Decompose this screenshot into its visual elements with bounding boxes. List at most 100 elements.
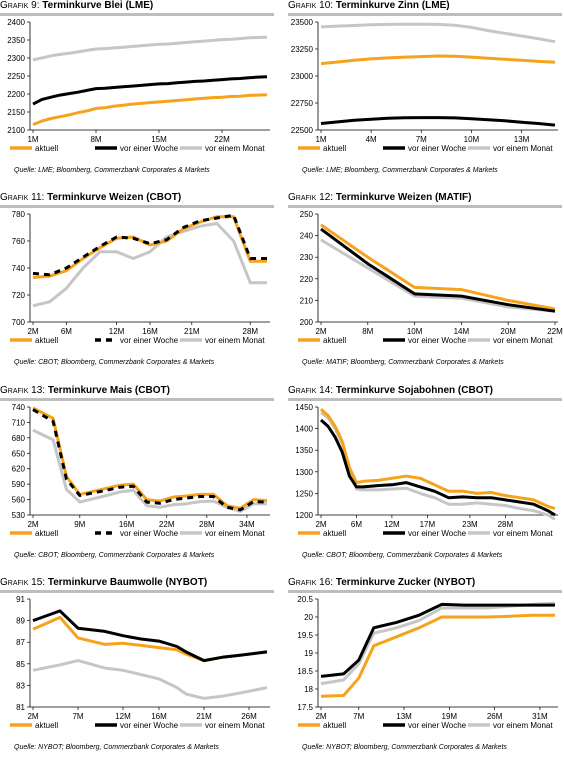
y-tick-label: 530 [12, 511, 26, 520]
x-tick-label: 22M [214, 135, 230, 144]
x-tick-label: 34M [239, 520, 255, 529]
y-tick-label: 230 [300, 253, 314, 262]
legend-label: aktuell [323, 336, 346, 345]
y-tick-label: 590 [12, 480, 26, 489]
figure-number: Grafik 10: [288, 0, 334, 11]
x-tick-label: 12M [115, 712, 131, 721]
chart-panel: Grafik 14: Terminkurve Sojabohnen (CBOT)… [288, 385, 562, 573]
legend-label: aktuell [35, 144, 58, 153]
x-tick-label: 7M [353, 712, 364, 721]
series-line-woche [32, 75, 268, 106]
y-tick-label: 18 [304, 685, 313, 694]
legend-label: vor einem Monat [493, 721, 553, 730]
y-tick-label: 20 [304, 613, 313, 622]
legend-label: vor einem Monat [493, 144, 553, 153]
y-tick-label: 760 [12, 237, 26, 246]
series-line-aktuell [320, 613, 555, 698]
title-text: Terminkurve Mais (CBOT) [47, 385, 170, 396]
title-text: Terminkurve Sojabohnen (CBOT) [335, 385, 493, 396]
y-tick-label: 18.5 [297, 667, 313, 676]
line-chart: 530 560 590 620 650 680 710 740 2M 9M 16M 22M 28M 34M… [10, 403, 270, 538]
title-rule [288, 13, 562, 16]
source-note: Quelle: LME; Bloomberg, Commerzbank Corp… [14, 167, 210, 174]
series-line-woche [32, 408, 268, 512]
title-text: Terminkurve Zinn (LME) [335, 0, 450, 11]
y-tick-label: 23500 [291, 18, 314, 27]
chart-panel: Grafik 16: Terminkurve Zucker (NYBOT) Que… [288, 577, 562, 765]
x-tick-label: 21M [184, 327, 200, 336]
y-tick-label: 560 [12, 496, 26, 505]
x-tick-label: 16M [151, 712, 167, 721]
line-chart: 1200 1250 1300 1350 1400 1450 2M 6M 12M 17M 23M 28M… [295, 403, 558, 538]
x-tick-label: 1M [315, 135, 326, 144]
series-line-woche [320, 602, 555, 678]
legend-label: vor einem Monat [205, 721, 265, 730]
y-tick-label: 710 [12, 418, 26, 427]
title-text: Terminkurve Blei (LME) [42, 0, 154, 11]
chart-panel: Grafik 12: Terminkurve Weizen (MATIF) Que… [288, 192, 563, 380]
y-tick-label: 87 [16, 638, 25, 647]
figure-number: Grafik 14: [288, 385, 334, 396]
chart-title: Grafik 9: Terminkurve Blei (LME) [0, 0, 153, 11]
x-tick-label: 2M [315, 520, 326, 529]
y-tick-label: 220 [300, 275, 314, 284]
title-rule [0, 13, 274, 16]
x-tick-label: 12M [109, 327, 125, 336]
x-tick-label: 13M [396, 712, 412, 721]
x-tick-label: 16M [119, 520, 135, 529]
x-tick-label: 26M [241, 712, 257, 721]
title-text: Terminkurve Baumwolle (NYBOT) [47, 577, 208, 588]
title-rule [0, 398, 274, 401]
series-line-monat [320, 238, 556, 313]
x-tick-label: 15M [151, 135, 167, 144]
x-tick-label: 28M [243, 327, 259, 336]
legend-label: vor einer Woche [408, 529, 467, 538]
y-tick-label: 650 [12, 449, 26, 458]
legend-label: vor einer Woche [120, 721, 179, 730]
legend-label: aktuell [35, 529, 58, 538]
series-line-aktuell [320, 223, 556, 311]
series-line-woche [32, 213, 267, 277]
y-tick-label: 20.5 [297, 595, 313, 604]
figure-number: Grafik 15: [0, 577, 46, 588]
x-tick-label: 19M [442, 712, 458, 721]
line-chart: 22500 22750 23000 23250 23500 1M 4M 7M 10M 13M akt… [291, 18, 558, 153]
legend-label: vor einem Monat [493, 529, 553, 538]
x-tick-label: 8M [362, 327, 373, 336]
series-line-monat [320, 22, 556, 44]
y-tick-label: 2150 [7, 108, 25, 117]
legend-label: vor einem Monat [205, 144, 265, 153]
y-tick-label: 2200 [7, 90, 25, 99]
x-tick-label: 6M [351, 520, 362, 529]
legend-label: aktuell [35, 336, 58, 345]
y-tick-label: 1300 [295, 468, 313, 477]
source-note: Quelle: CBOT; Bloomberg, Commerzbank Cor… [302, 552, 503, 559]
line-chart: 700 720 740 760 780 2M 6M 12M 16M 21M 28M aktuell vo… [10, 210, 270, 345]
x-tick-label: 13M [514, 135, 530, 144]
y-tick-label: 1200 [295, 511, 313, 520]
series-line-woche [319, 418, 556, 517]
x-tick-label: 14M [454, 327, 470, 336]
legend-label: vor einem Monat [493, 336, 553, 345]
source-note: Quelle: MATIF; Bloomberg, Commerzbank Co… [302, 359, 504, 366]
x-tick-label: 21M [196, 712, 212, 721]
x-tick-label: 22M [159, 520, 175, 529]
chart-panel: Grafik 13: Terminkurve Mais (CBOT) Quelle… [0, 385, 274, 573]
chart-title: Grafik 12: Terminkurve Weizen (MATIF) [288, 192, 471, 203]
x-tick-label: 6M [61, 327, 72, 336]
y-tick-label: 210 [300, 296, 314, 305]
series-line-aktuell [319, 408, 556, 510]
x-tick-label: 7M [416, 135, 427, 144]
x-tick-label: 7M [72, 712, 83, 721]
y-tick-label: 19 [304, 649, 313, 658]
line-chart: 81 83 85 87 89 91 2M 7M 12M 16M 21M 26M aktuell vor e… [10, 595, 270, 730]
title-rule [288, 205, 562, 208]
title-text: Terminkurve Weizen (MATIF) [335, 192, 472, 203]
y-tick-label: 23000 [291, 72, 314, 81]
x-tick-label: 9M [74, 520, 85, 529]
source-note: Quelle: NYBOT; Bloomberg, Commerzbank Co… [14, 744, 219, 751]
x-tick-label: 31M [532, 712, 548, 721]
chart-title: Grafik 14: Terminkurve Sojabohnen (CBOT) [288, 385, 493, 396]
legend-label: aktuell [323, 144, 346, 153]
x-tick-label: 12M [384, 520, 400, 529]
